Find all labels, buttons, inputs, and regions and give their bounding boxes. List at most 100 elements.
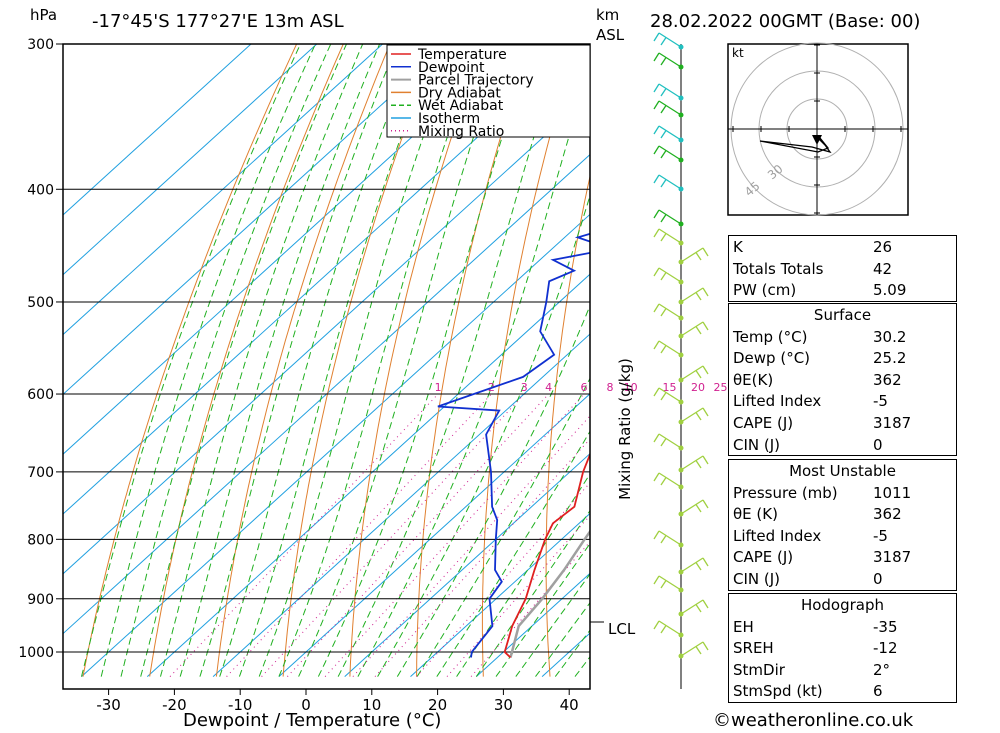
surface-row: CIN (J) 0 [733,435,883,454]
wind-barb-feather [660,308,667,317]
plot-frame [62,43,591,690]
wind-barb-feather [653,530,660,540]
lcl-label: LCL [608,620,636,638]
wind-barb-feather [695,412,702,421]
mixing-ratio-axis-label: Mixing Ratio (g/kg) [616,358,634,500]
legend-entry: Wet Adiabat [418,98,504,114]
hodograph-unit: kt [732,46,744,60]
mu-row: Lifted Index -5 [733,526,888,545]
wet-adiabat-line [199,44,398,677]
mixing-ratio-label: 25 [714,381,728,394]
wind-barb-feather [660,345,667,354]
mixing-ratio-label: 20 [691,381,705,394]
mixing-ratio-label: 10 [624,381,638,394]
wet-adiabat-line [298,44,506,677]
wet-adiabat-line [219,44,417,677]
isotherm-line [344,452,590,678]
legend-entry: Dry Adiabat [418,85,501,101]
wind-barb [658,340,682,356]
wind-barb-feather [653,145,660,155]
mixing-ratio-label: 1 [435,381,442,394]
dry-adiabat-line [481,44,577,677]
wind-barb-feather [660,272,667,281]
wet-adiabat-line [140,44,348,677]
temperature-line [503,452,590,659]
wind-barb-feather [653,100,660,110]
mixing-ratio-line [374,438,590,677]
wind-barb-feather [653,83,660,93]
pressure-unit-label: hPa [30,6,58,24]
wind-barb-feather [695,252,702,261]
temperature-tick-label: 10 [362,696,381,714]
temperature-tick-label: -20 [162,696,187,714]
wind-barb-feather [695,604,702,613]
wind-barb-feather [660,233,667,242]
wind-barb [680,321,704,337]
dry-adiabat-line [215,44,391,677]
wind-barb-feather [702,641,709,651]
wind-barb [680,287,704,303]
wind-barb [680,455,704,471]
wind-barb-feather [695,292,702,301]
dry-adiabat-line [82,44,298,677]
wind-barb [658,433,682,449]
surface-row: Temp (°C) 30.2 [733,327,907,346]
wind-barb-feather [702,247,709,257]
wind-barb [680,499,704,515]
wind-barb [680,599,704,615]
wind-barb-feather [660,625,667,634]
wet-adiabat-line [160,44,364,677]
wind-barb [658,267,682,283]
wind-barb-feather [660,214,667,223]
wind-barb [658,100,682,116]
wet-adiabat-line [278,44,481,677]
wind-barb-feather [653,303,660,313]
dewpoint-line [437,232,590,658]
wet-adiabat-line [258,44,458,677]
dry-adiabat-line [149,44,344,677]
wind-barb-feather [653,174,660,184]
wet-adiabat-line [120,44,332,677]
wind-barb [658,83,682,99]
asl-label: ASL [596,26,625,44]
wind-barb-feather [660,438,667,447]
wind-barb-feather [695,562,702,571]
wet-adiabat-line [535,601,590,677]
temperature-tick-label: 30 [494,696,513,714]
wind-barb-feather [660,580,667,589]
dry-adiabat-line [992,44,1000,677]
wind-barb-feather [653,267,660,277]
wind-barb [658,125,682,141]
wind-barb-feather [695,326,702,335]
wind-barb [658,387,682,403]
wind-barb-feather [653,433,660,443]
isotherm-line [278,393,590,678]
surface-row: Dewp (°C) 25.2 [733,349,907,368]
wind-barb-feather [653,340,660,350]
legend-entry: Temperature [417,47,507,63]
credit-label: ©weatheronline.co.uk [713,710,914,731]
isotherm-line [63,44,581,515]
wind-barb [658,209,682,225]
isotherm-line [81,213,590,678]
wind-barb-feather [660,535,667,544]
wind-barb-feather [653,52,660,62]
hodograph-table: Hodograph EH -35 SREH -12 StmDir 2° StmSpd … [728,593,957,703]
mixing-ratio-label: 6 [581,381,588,394]
wet-adiabat-line [337,44,564,677]
pressure-tick-label: 500 [27,295,54,311]
pressure-tick-label: 900 [27,592,54,608]
wind-barb-feather [695,370,702,379]
wind-barb-feather [702,287,709,297]
surface-row: Lifted Index -5 [733,392,888,411]
mu-row: Pressure (mb) 1011 [733,483,912,502]
wet-adiabat-line [238,44,437,677]
wind-barb [658,52,682,68]
pressure-tick-label: 1000 [18,645,54,661]
wet-adiabat-line [456,473,590,677]
wind-barb [658,303,682,319]
hodo-row: StmSpd (kt) 6 [733,682,883,701]
wind-barb-feather [695,646,702,655]
surface-table: Surface Temp (°C) 30.2 Dewp (°C) 25.2 θE(K… [728,303,957,457]
